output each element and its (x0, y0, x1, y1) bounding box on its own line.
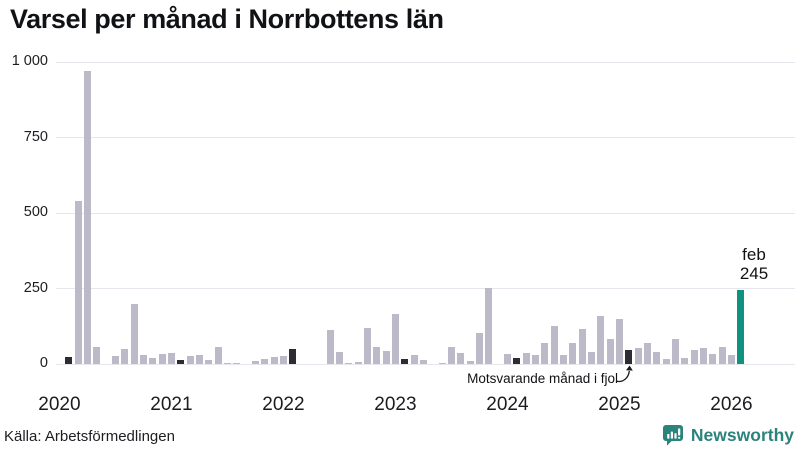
highlight-month-label: feb (742, 245, 766, 264)
x-tick-label-2022: 2022 (262, 394, 305, 415)
bar-2023-02-compare (401, 358, 409, 364)
bar-2024-09 (578, 329, 586, 364)
x-tick-label-2026: 2026 (710, 394, 753, 415)
newsworthy-icon (662, 425, 683, 446)
bar-2025-08 (681, 357, 689, 364)
bar-2021-12 (270, 357, 278, 364)
y-tick-label-750: 750 (23, 128, 48, 145)
bar-2023-07 (447, 347, 455, 364)
gridline-500 (56, 212, 795, 214)
bar-2021-02-compare (177, 360, 185, 364)
bar-2020-02-compare (65, 356, 73, 364)
annotation-label: Motsvarande månad i fjol (467, 371, 618, 386)
gridline-750 (56, 137, 795, 138)
bar-2020-09 (130, 303, 138, 364)
bar-2024-12 (606, 339, 614, 364)
bar-2023-06 (438, 363, 446, 364)
bar-2021-08 (233, 362, 241, 364)
bar-2025-01 (615, 318, 623, 364)
bar-2024-07 (559, 355, 567, 364)
page-title: Varsel per månad i Norrbottens län (10, 4, 444, 34)
bar-2020-07 (111, 356, 119, 364)
bar-2024-02-compare (513, 358, 521, 364)
bar-2020-12 (158, 354, 166, 364)
bar-2022-07 (335, 351, 343, 364)
y-tick-label-500: 500 (23, 204, 48, 220)
x-tick-label-2025: 2025 (598, 394, 641, 415)
bar-2023-09 (466, 361, 474, 364)
bar-2026-01 (727, 354, 735, 364)
plot-area: 0 250 500 750 1 000 (0, 53, 800, 371)
bar-2024-08 (569, 342, 577, 364)
bar-2025-05 (653, 351, 661, 364)
bar-2025-10 (699, 348, 707, 364)
bar-2025-06 (662, 359, 670, 364)
bar-2025-04 (643, 342, 651, 364)
bar-2022-09 (354, 361, 362, 364)
bar-2022-02-compare (289, 348, 297, 364)
bar-2026-02-highlight (737, 290, 745, 364)
bar-2022-11 (373, 347, 381, 364)
bar-2024-04 (531, 355, 539, 364)
bar-2021-06 (214, 347, 222, 364)
bar-2023-04 (419, 360, 427, 364)
bar-2021-01 (167, 353, 175, 364)
gridline-250 (56, 288, 795, 289)
bar-2024-10 (587, 351, 595, 364)
gridline-1000 (56, 61, 795, 63)
x-tick-label-2024: 2024 (486, 394, 529, 415)
bar-2025-02-compare (625, 350, 633, 364)
bar-2022-10 (363, 327, 371, 364)
bar-2025-11 (709, 354, 717, 364)
bar-2023-08 (457, 353, 465, 364)
bar-2025-07 (671, 339, 679, 364)
bar-2021-11 (261, 359, 269, 364)
y-tick-label-1000: 1 000 (11, 53, 48, 69)
bar-2022-08 (345, 362, 353, 364)
bar-2023-01 (391, 314, 399, 364)
bar-2020-11 (149, 357, 157, 364)
source-label: Källa: Arbetsförmedlingen (4, 428, 175, 445)
gridline-0 (56, 363, 795, 365)
bar-2024-01 (503, 354, 511, 364)
bar-2021-10 (251, 360, 259, 364)
bar-2020-10 (139, 354, 147, 364)
bar-2021-03 (186, 355, 194, 364)
x-tick-label-2021: 2021 (150, 394, 193, 415)
brand-logo-link[interactable]: Newsworthy (661, 422, 794, 448)
bar-2023-03 (410, 354, 418, 364)
bar-2021-07 (223, 363, 231, 364)
brand-name: Newsworthy (690, 424, 794, 445)
bar-2021-05 (205, 359, 213, 364)
bar-2023-11 (485, 288, 493, 364)
bar-2025-03 (634, 347, 642, 364)
bar-2022-12 (382, 351, 390, 364)
bar-2024-06 (550, 325, 558, 364)
bar-2024-03 (522, 353, 530, 364)
bar-2025-09 (690, 350, 698, 364)
bar-2024-05 (541, 343, 549, 364)
bar-2020-05 (93, 347, 101, 364)
bar-2020-03 (74, 200, 82, 364)
bar-2022-01 (279, 356, 287, 364)
bar-2020-08 (121, 348, 129, 364)
y-tick-label-250: 250 (23, 279, 48, 296)
bar-2021-04 (195, 354, 203, 364)
bar-2025-12 (718, 347, 726, 364)
bar-2020-04 (83, 71, 91, 364)
bar-2023-10 (475, 332, 483, 364)
bar-2022-06 (326, 330, 334, 364)
highlight-value-label: 245 (739, 264, 769, 283)
highlight-value-callout: feb 245 (723, 245, 785, 283)
x-tick-label-2020: 2020 (38, 394, 81, 415)
x-tick-label-2023: 2023 (374, 394, 417, 415)
y-tick-label-0: 0 (39, 355, 48, 371)
bar-2024-11 (597, 315, 605, 364)
